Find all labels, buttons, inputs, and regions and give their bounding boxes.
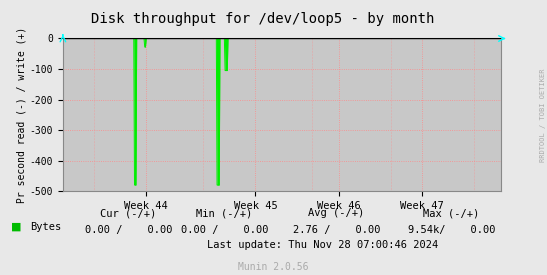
Text: RRDTOOL / TOBI OETIKER: RRDTOOL / TOBI OETIKER bbox=[540, 69, 546, 162]
Text: ■: ■ bbox=[11, 222, 21, 232]
Text: Munin 2.0.56: Munin 2.0.56 bbox=[238, 262, 309, 272]
Text: Disk throughput for /dev/loop5 - by month: Disk throughput for /dev/loop5 - by mont… bbox=[91, 12, 434, 26]
Y-axis label: Pr second read (-) / write (+): Pr second read (-) / write (+) bbox=[17, 27, 27, 203]
Text: 0.00 /    0.00: 0.00 / 0.00 bbox=[85, 225, 172, 235]
Text: Bytes: Bytes bbox=[30, 222, 61, 232]
Text: Avg (-/+): Avg (-/+) bbox=[309, 208, 364, 218]
Text: Min (-/+): Min (-/+) bbox=[196, 208, 252, 218]
Text: Last update: Thu Nov 28 07:00:46 2024: Last update: Thu Nov 28 07:00:46 2024 bbox=[207, 240, 438, 250]
Text: Cur (-/+): Cur (-/+) bbox=[101, 208, 156, 218]
Text: Max (-/+): Max (-/+) bbox=[423, 208, 479, 218]
Text: 9.54k/    0.00: 9.54k/ 0.00 bbox=[408, 225, 495, 235]
Text: 0.00 /    0.00: 0.00 / 0.00 bbox=[181, 225, 268, 235]
Text: 2.76 /    0.00: 2.76 / 0.00 bbox=[293, 225, 380, 235]
